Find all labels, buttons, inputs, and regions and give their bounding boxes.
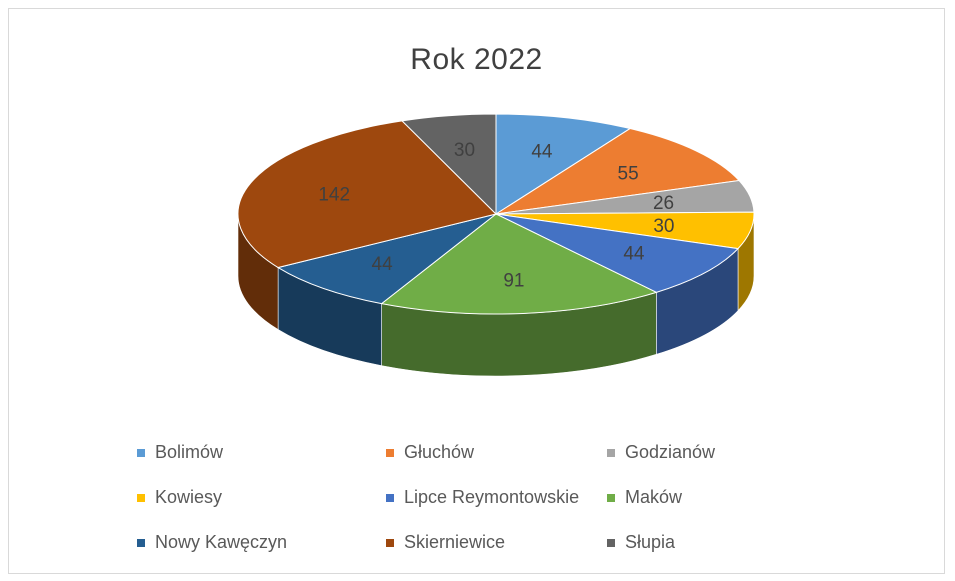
chart-title: Rok 2022 [410,43,543,76]
pie-slice-lipce-reymontowskie [495,213,740,293]
data-label-makow: 91 [503,271,524,292]
legend-label: Godzianów [625,442,716,462]
data-label-nowy-kaweczyn: 44 [372,254,394,275]
pie-slice-bolimow [495,113,632,215]
data-label-godzianow: 26 [653,193,674,214]
legend-item-nowy-kaweczyn: Nowy Kawęczyn [137,532,287,553]
pie-slice-makow [380,213,658,315]
legend-item-makow: Maków [607,487,682,508]
pie-slice-slupia [401,113,497,216]
legend-label: Kowiesy [155,487,223,507]
legend-swatch [607,493,615,502]
legend-item-godzianow: Godzianów [607,442,715,463]
legend-swatch [137,493,145,502]
legend-label: Nowy Kawęczyn [155,532,288,552]
pie-side-walls [237,213,755,377]
legend-swatch [386,448,394,457]
data-label-gluchow: 55 [618,163,639,184]
data-label-slupia: 30 [454,140,475,161]
data-label-lipce-reymontowskie: 44 [623,244,645,265]
legend-swatch [607,538,615,547]
legend-item-bolimow: Bolimów [137,442,223,463]
legend-item-gluchow: Głuchów [386,442,474,463]
legend-item-kowiesy: Kowiesy [137,487,222,508]
legend-swatch [386,493,394,502]
legend-swatch [137,448,145,457]
data-label-skierniewice: 142 [318,184,350,205]
pie-slice-nowy-kaweczyn [276,213,497,305]
legend-swatch [386,538,394,547]
legend-label: Maków [625,487,683,507]
data-label-bolimow: 44 [531,141,553,162]
legend-item-slupia: Słupia [607,532,675,553]
data-label-kowiesy: 30 [653,216,674,237]
legend-label: Głuchów [404,442,475,462]
legend-item-lipce-reymontowskie: Lipce Reymontowskie [386,487,579,508]
legend-label: Bolimów [155,442,224,462]
pie-slice-skierniewice [237,120,497,269]
legend-label: Lipce Reymontowskie [404,487,580,507]
legend-item-skierniewice: Skierniewice [386,532,505,553]
legend-swatch [137,538,145,547]
chart-area: Rok 2022 44 55 26 30 44 91 44 142 30 Bolimów Głuc… [8,8,945,574]
legend-swatch [607,448,615,457]
legend-label: Słupia [625,532,676,552]
pie-slices [237,113,755,315]
legend-label: Skierniewice [404,532,506,552]
pie-slice-gluchow [495,128,741,215]
